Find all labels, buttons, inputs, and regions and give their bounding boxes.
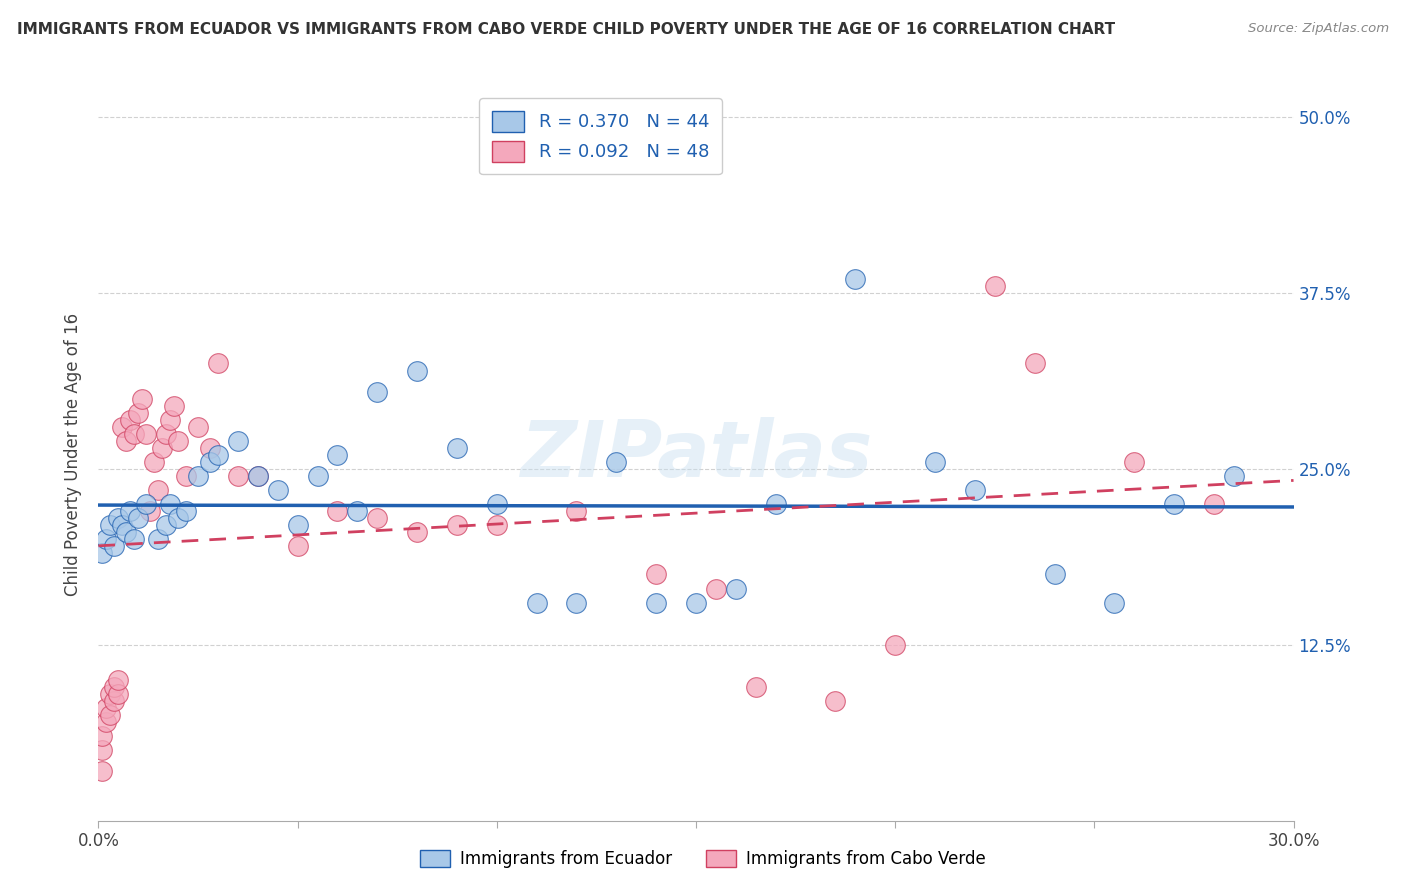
Point [98, 518, 122, 533]
Point [924, 455, 946, 469]
Point [143, 455, 166, 469]
Point [124, 533, 146, 547]
Point [1104, 596, 1126, 610]
Point [366, 511, 388, 525]
Point [984, 279, 1007, 293]
Point [167, 434, 190, 448]
Y-axis label: Child Poverty Under the Age of 16: Child Poverty Under the Age of 16 [65, 313, 83, 597]
Point [103, 694, 125, 708]
Point [107, 687, 129, 701]
Point [150, 441, 173, 455]
Text: IMMIGRANTS FROM ECUADOR VS IMMIGRANTS FROM CABO VERDE CHILD POVERTY UNDER THE AG: IMMIGRANTS FROM ECUADOR VS IMMIGRANTS FR… [17, 22, 1115, 37]
Point [824, 694, 846, 708]
Point [246, 469, 269, 483]
Point [645, 596, 668, 610]
Point [226, 434, 249, 448]
Point [127, 511, 149, 525]
Point [163, 399, 186, 413]
Point [844, 272, 866, 286]
Point [207, 448, 229, 462]
Point [565, 596, 588, 610]
Point [91, 764, 114, 779]
Point [159, 413, 181, 427]
Point [485, 518, 508, 533]
Point [98, 708, 122, 723]
Point [645, 567, 668, 582]
Point [1202, 497, 1225, 511]
Point [124, 426, 146, 441]
Point [685, 596, 707, 610]
Text: ZIPatlas: ZIPatlas [520, 417, 872, 493]
Point [326, 504, 349, 518]
Point [187, 419, 209, 434]
Point [287, 518, 309, 533]
Point [884, 638, 907, 652]
Point [485, 497, 508, 511]
Point [526, 596, 548, 610]
Point [155, 518, 177, 533]
Point [226, 469, 249, 483]
Point [406, 525, 429, 540]
Point [287, 539, 309, 553]
Point [107, 673, 129, 687]
Point [103, 539, 125, 553]
Point [765, 497, 787, 511]
Point [107, 511, 129, 525]
Point [963, 483, 986, 497]
Point [167, 511, 190, 525]
Point [446, 518, 468, 533]
Point [1123, 455, 1146, 469]
Point [565, 504, 588, 518]
Point [96, 533, 118, 547]
Point [704, 582, 727, 596]
Point [148, 533, 170, 547]
Point [135, 426, 157, 441]
Point [1163, 497, 1185, 511]
Point [366, 384, 388, 399]
Point [198, 441, 221, 455]
Point [115, 525, 138, 540]
Point [120, 413, 142, 427]
Point [120, 504, 142, 518]
Point [135, 497, 157, 511]
Point [187, 469, 209, 483]
Point [127, 406, 149, 420]
Point [1024, 356, 1046, 371]
Point [346, 504, 368, 518]
Point [198, 455, 221, 469]
Point [96, 701, 118, 715]
Point [446, 441, 468, 455]
Point [91, 546, 114, 560]
Point [148, 483, 170, 497]
Point [111, 518, 134, 533]
Point [91, 743, 114, 757]
Point [96, 715, 118, 730]
Legend: Immigrants from Ecuador, Immigrants from Cabo Verde: Immigrants from Ecuador, Immigrants from… [413, 843, 993, 875]
Point [111, 419, 134, 434]
Point [115, 434, 138, 448]
Point [131, 392, 153, 406]
Point [246, 469, 269, 483]
Point [267, 483, 290, 497]
Point [174, 469, 197, 483]
Point [139, 504, 162, 518]
Point [103, 680, 125, 694]
Point [406, 363, 429, 377]
Legend: R = 0.370   N = 44, R = 0.092   N = 48: R = 0.370 N = 44, R = 0.092 N = 48 [479, 98, 721, 174]
Point [326, 448, 349, 462]
Point [1223, 469, 1246, 483]
Point [745, 680, 768, 694]
Point [724, 582, 747, 596]
Point [159, 497, 181, 511]
Point [1043, 567, 1066, 582]
Point [307, 469, 329, 483]
Point [605, 455, 627, 469]
Point [174, 504, 197, 518]
Point [155, 426, 177, 441]
Point [98, 687, 122, 701]
Text: Source: ZipAtlas.com: Source: ZipAtlas.com [1249, 22, 1389, 36]
Point [91, 729, 114, 743]
Point [207, 356, 229, 371]
